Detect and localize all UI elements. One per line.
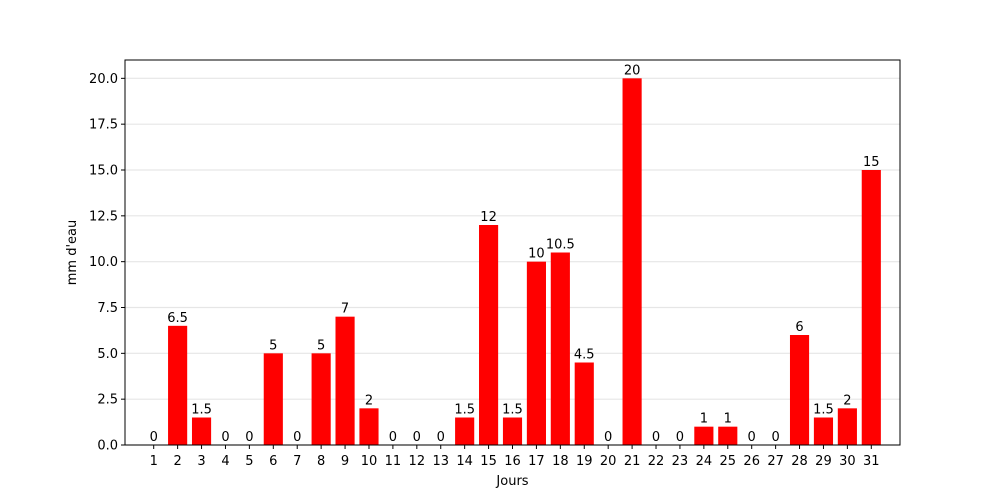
bar-day-31 — [861, 170, 881, 445]
data-label-day-13: 0 — [437, 430, 445, 445]
data-label-day-16: 1.5 — [502, 403, 523, 418]
x-tick-label: 4 — [221, 454, 229, 469]
x-tick-label: 12 — [409, 454, 426, 469]
axes: 0.02.55.07.510.012.515.017.520.01 2 3 4 5 6 7 8… — [89, 59, 901, 469]
y-tick-label: 12.5 — [89, 209, 118, 224]
bar-day-14 — [455, 417, 475, 445]
data-label-day-1: 0 — [150, 430, 158, 445]
y-tick-label: 15.0 — [89, 164, 118, 179]
x-axis-label: Jours — [495, 474, 528, 489]
data-label-day-25: 1 — [724, 412, 732, 427]
data-label-day-21: 20 — [624, 63, 641, 78]
bar-day-28 — [789, 335, 810, 445]
bar-day-3 — [191, 417, 212, 445]
y-tick-label: 0.0 — [97, 439, 118, 454]
bar-day-16 — [502, 417, 523, 445]
x-tick-label: 24 — [696, 454, 713, 469]
x-tick-label: 27 — [767, 454, 784, 469]
grid-lines — [125, 77, 900, 446]
bar-day-24 — [694, 426, 714, 445]
data-label-day-8: 5 — [317, 338, 325, 353]
x-tick-label: 16 — [504, 454, 521, 469]
data-label-day-26: 0 — [748, 430, 756, 445]
bar-day-8 — [311, 353, 331, 445]
x-tick-label: 14 — [456, 454, 473, 469]
x-tick-label: 19 — [576, 454, 593, 469]
y-tick-label: 17.5 — [89, 118, 118, 133]
bar-day-6 — [263, 353, 283, 445]
data-label-day-14: 1.5 — [454, 403, 475, 418]
data-label-day-10: 2 — [365, 393, 373, 408]
y-axis-label: mm d'eau — [65, 220, 80, 286]
plot-frame — [124, 59, 901, 446]
data-label-day-23: 0 — [676, 430, 684, 445]
x-tick-label: 10 — [361, 454, 378, 469]
x-tick-label: 2 — [173, 454, 181, 469]
bar-day-15 — [479, 225, 499, 445]
y-tick-label: 20.0 — [89, 72, 118, 87]
bar-day-25 — [718, 426, 738, 445]
x-tick-label: 11 — [385, 454, 402, 469]
data-label-day-5: 0 — [245, 430, 253, 445]
data-label-day-3: 1.5 — [191, 403, 212, 418]
x-tick-label: 22 — [648, 454, 665, 469]
x-tick-label: 31 — [863, 454, 880, 469]
bars — [168, 78, 881, 445]
y-tick-label: 10.0 — [89, 255, 118, 270]
data-label-day-4: 0 — [221, 430, 229, 445]
bar-day-2 — [168, 325, 188, 445]
data-label-day-27: 0 — [771, 430, 779, 445]
data-label-day-7: 0 — [293, 430, 301, 445]
y-tick-label: 7.5 — [97, 301, 118, 316]
bar-day-29 — [813, 417, 834, 445]
x-tick-label: 3 — [197, 454, 205, 469]
x-tick-label: 23 — [672, 454, 689, 469]
x-tick-label: 9 — [341, 454, 349, 469]
bar-day-18 — [550, 252, 570, 445]
x-tick-label: 8 — [317, 454, 325, 469]
x-tick-label: 17 — [528, 454, 545, 469]
y-tick-label: 5.0 — [97, 347, 118, 362]
data-label-day-28: 6 — [795, 320, 803, 335]
data-label-day-29: 1.5 — [813, 403, 834, 418]
x-tick-label: 7 — [293, 454, 301, 469]
x-tick-label: 1 — [150, 454, 158, 469]
data-label-day-6: 5 — [269, 338, 277, 353]
x-tick-label: 6 — [269, 454, 277, 469]
x-tick-label: 26 — [743, 454, 760, 469]
x-tick-label: 28 — [791, 454, 808, 469]
data-label-day-31: 15 — [863, 155, 880, 170]
data-label-day-24: 1 — [700, 412, 708, 427]
x-tick-label: 5 — [245, 454, 253, 469]
x-tick-label: 29 — [815, 454, 832, 469]
data-label-day-15: 12 — [480, 210, 497, 225]
bar-day-19 — [574, 362, 594, 445]
x-tick-label: 25 — [720, 454, 737, 469]
x-tick-label: 18 — [552, 454, 569, 469]
data-label-day-17: 10 — [528, 247, 545, 262]
data-label-day-2: 6.5 — [167, 311, 188, 326]
data-label-day-9: 7 — [341, 302, 349, 317]
bar-day-10 — [359, 408, 379, 445]
x-tick-label: 13 — [432, 454, 449, 469]
x-tick-label: 20 — [600, 454, 617, 469]
x-tick-label: 21 — [624, 454, 641, 469]
data-label-day-19: 4.5 — [574, 348, 595, 363]
data-label-day-22: 0 — [652, 430, 660, 445]
data-label-day-20: 0 — [604, 430, 612, 445]
x-tick-label: 15 — [480, 454, 497, 469]
data-label-day-11: 0 — [389, 430, 397, 445]
data-label-day-12: 0 — [413, 430, 421, 445]
x-tick-label: 30 — [839, 454, 856, 469]
data-label-day-18: 10.5 — [546, 238, 575, 253]
bar-day-9 — [335, 316, 355, 445]
bar-day-17 — [526, 261, 546, 445]
y-tick-label: 2.5 — [97, 393, 118, 408]
bar-day-21 — [622, 78, 642, 445]
data-label-day-30: 2 — [843, 393, 851, 408]
bar-day-30 — [837, 408, 857, 445]
